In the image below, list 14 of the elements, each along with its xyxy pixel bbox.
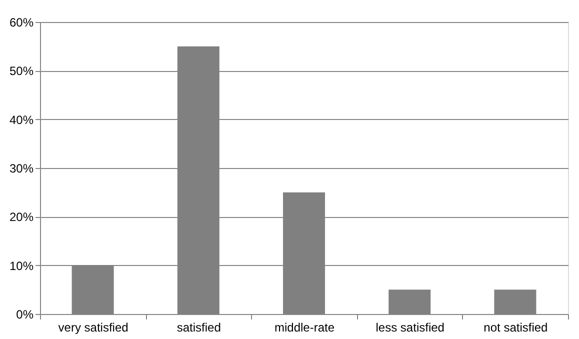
x-tick-label: not satisfied [484,320,548,334]
x-tick-label: middle-rate [274,320,335,334]
x-tick-label: very satisfied [58,320,128,334]
y-tick-label: 20% [9,210,34,224]
bar [388,290,431,314]
x-tick-label: less satisfied [376,320,444,334]
bar [494,290,536,314]
y-tick-label: 60% [9,16,34,30]
y-tick-label: 30% [9,162,34,176]
y-tick-label: 10% [9,258,34,273]
y-tick-label: 50% [9,64,34,78]
x-tick-label: satisfied [176,320,221,334]
y-tick-label: 0% [16,308,34,322]
y-tick-label: 40% [9,112,34,127]
